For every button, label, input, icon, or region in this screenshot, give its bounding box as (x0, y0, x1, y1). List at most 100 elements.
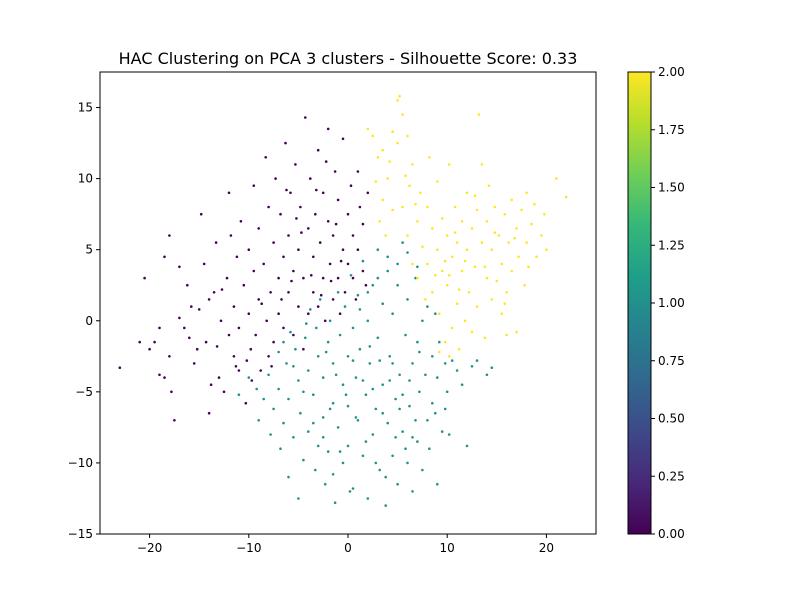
scatter-point (361, 222, 365, 226)
scatter-point (465, 191, 469, 195)
colorbar-tick-label: 1.00 (658, 296, 685, 310)
scatter-point (245, 359, 249, 362)
scatter-point (235, 255, 239, 259)
scatter-point (227, 333, 231, 337)
scatter-point (500, 262, 504, 266)
scatter-point (416, 220, 419, 223)
cluster-0-points (118, 116, 370, 422)
scatter-point (267, 355, 270, 358)
scatter-point (331, 362, 335, 365)
scatter-point (434, 411, 437, 415)
scatter-point (386, 177, 390, 180)
scatter-point (338, 333, 342, 337)
scatter-point (287, 291, 290, 294)
scatter-point (398, 94, 401, 98)
scatter-point (406, 234, 409, 237)
scatter-points (118, 94, 568, 507)
scatter-point (178, 316, 181, 320)
scatter-point (307, 369, 310, 372)
scatter-point (443, 259, 447, 263)
scatter-point (426, 205, 429, 209)
scatter-point (354, 376, 358, 379)
scatter-point (287, 397, 290, 401)
scatter-point (217, 376, 221, 379)
colorbar: 0.00 0.25 0.50 0.75 1.00 1.25 1.50 1.75 2.00 (627, 65, 685, 541)
scatter-point (204, 340, 208, 344)
scatter-point (222, 390, 226, 394)
scatter-point (309, 308, 312, 311)
scatter-point (398, 373, 401, 377)
scatter-point (463, 319, 467, 323)
scatter-point (307, 227, 310, 230)
scatter-point (374, 407, 378, 411)
scatter-point (247, 376, 251, 379)
scatter-point (255, 387, 258, 391)
scatter-point (319, 293, 323, 297)
scatter-point (487, 184, 491, 187)
scatter-point (533, 202, 536, 206)
scatter-point (421, 468, 424, 472)
scatter-point (290, 279, 293, 283)
scatter-point (300, 231, 303, 234)
scatter-point (366, 191, 370, 195)
scatter-point (323, 482, 327, 486)
scatter-point (297, 497, 300, 500)
scatter-point (436, 482, 439, 486)
scatter-point (434, 312, 437, 316)
scatter-point (485, 220, 489, 223)
scatter-point (414, 276, 417, 280)
scatter-point (391, 208, 394, 212)
scatter-point (453, 205, 457, 209)
scatter-point (272, 407, 275, 411)
scatter-point (331, 298, 335, 301)
scatter-point (232, 355, 236, 358)
colorbar-tick-label: 0.25 (658, 469, 685, 483)
scatter-point (384, 475, 388, 479)
scatter-point (406, 461, 409, 465)
scatter-point (457, 347, 461, 351)
scatter-point (381, 411, 385, 415)
scatter-point (312, 393, 315, 397)
scatter-point (503, 212, 507, 216)
scatter-point (254, 333, 257, 337)
scatter-point (326, 450, 330, 453)
scatter-point (351, 276, 355, 280)
scatter-point (515, 330, 518, 334)
y-axis: −15 −10 −5 0 5 10 15 (68, 101, 100, 541)
scatter-point (431, 355, 434, 358)
scatter-point (371, 387, 375, 391)
scatter-point (168, 355, 171, 358)
scatter-point (490, 366, 494, 370)
scatter-point (292, 365, 295, 368)
scatter-point (391, 362, 394, 365)
scatter-point (401, 241, 404, 244)
scatter-point (388, 160, 392, 163)
scatter-point (207, 411, 211, 415)
scatter-point (282, 340, 285, 344)
scatter-point (321, 416, 325, 419)
scatter-point (438, 350, 441, 354)
scatter-point (517, 255, 520, 259)
scatter-point (361, 454, 365, 458)
scatter-point (371, 134, 375, 138)
scatter-point (401, 113, 404, 116)
scatter-point (314, 468, 317, 472)
scatter-point (394, 397, 397, 401)
scatter-point (447, 433, 451, 436)
scatter-point (460, 220, 464, 223)
scatter-point (457, 288, 461, 291)
colorbar-gradient (628, 72, 651, 534)
scatter-point (361, 379, 365, 382)
x-tick-label: 10 (440, 541, 455, 555)
scatter-point (404, 333, 407, 337)
y-tick-label: 5 (85, 243, 93, 257)
scatter-point (391, 454, 394, 458)
scatter-point (334, 222, 338, 226)
scatter-point (316, 305, 320, 308)
scatter-point (314, 212, 317, 216)
scatter-point (277, 312, 280, 316)
scatter-point (192, 362, 196, 365)
scatter-point (321, 376, 325, 379)
scatter-point (339, 259, 343, 263)
scatter-point (453, 231, 457, 234)
